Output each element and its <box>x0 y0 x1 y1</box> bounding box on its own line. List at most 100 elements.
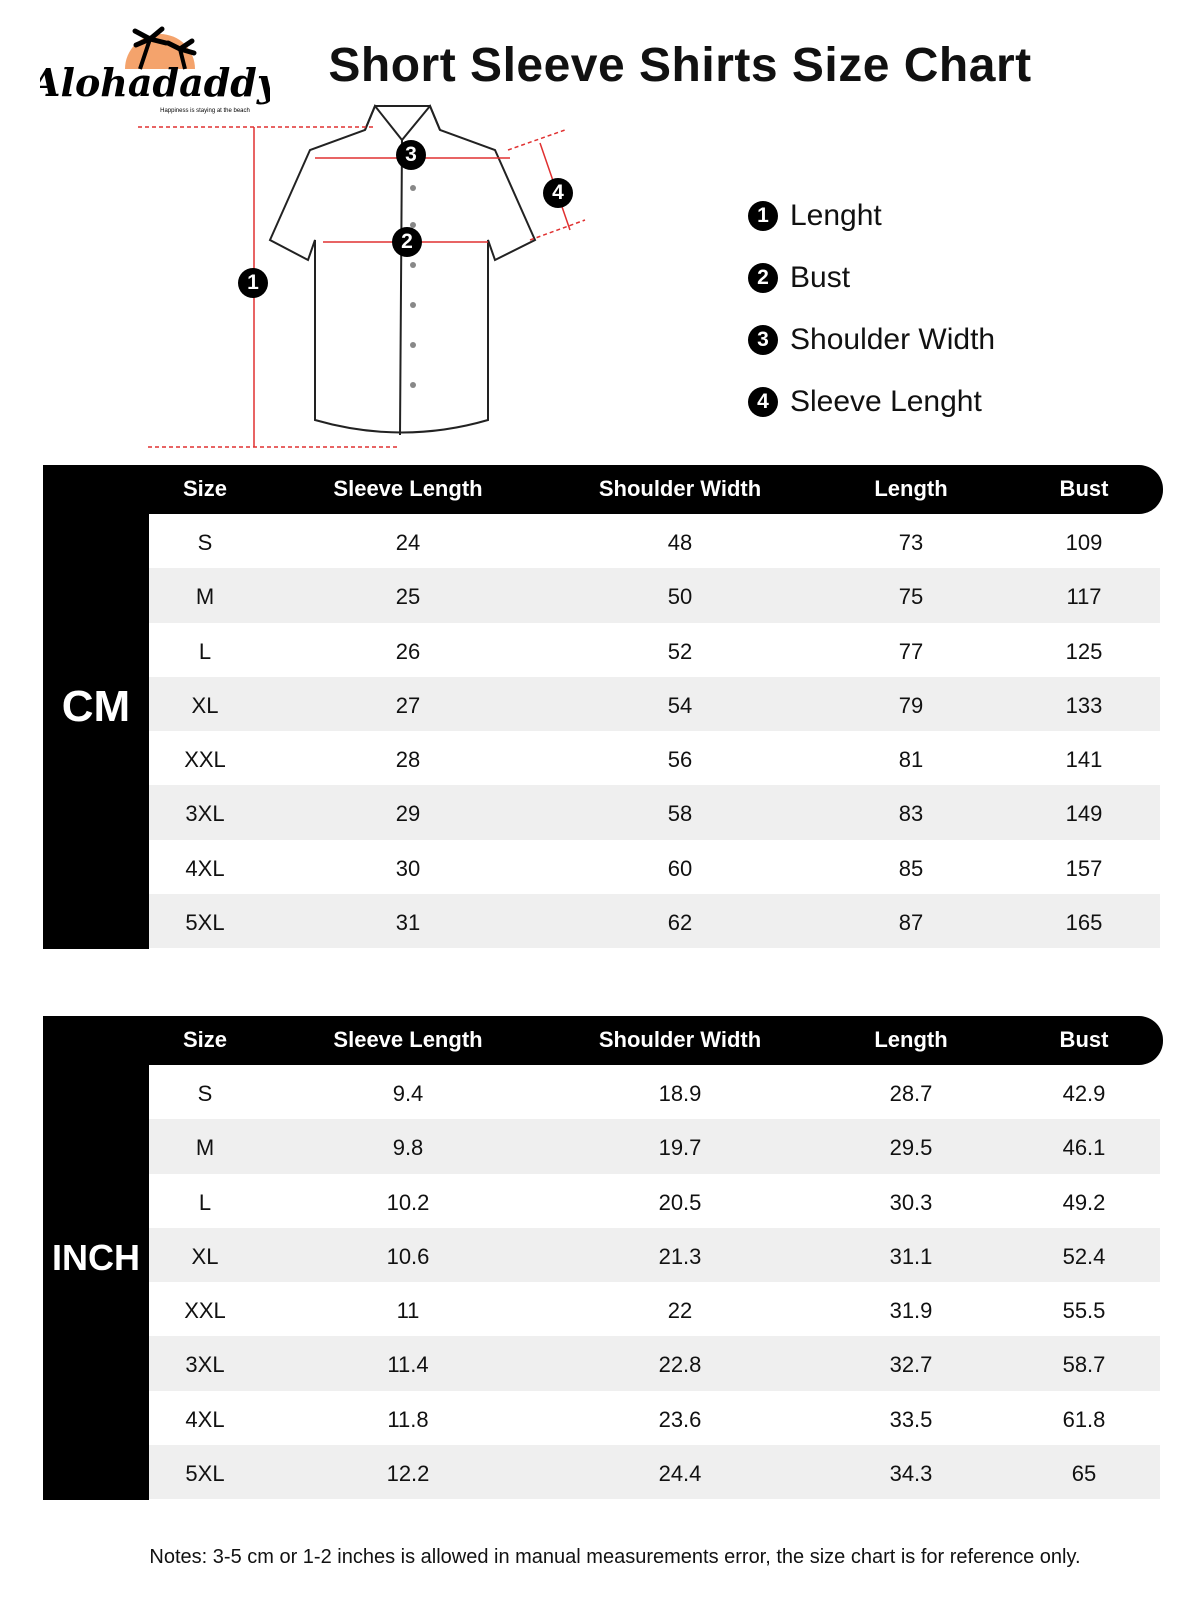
marker-bust: 2 <box>392 227 422 257</box>
table-cell: 11.4 <box>387 1352 429 1378</box>
marker-length: 1 <box>238 268 268 298</box>
table-cell: 5XL <box>185 1461 225 1487</box>
table-cell: S <box>197 1081 213 1106</box>
table-cell: 149 <box>1065 801 1103 827</box>
table-cell: 83 <box>898 801 924 827</box>
table-row: XL 27 54 79 133 <box>149 676 1160 732</box>
table-row: L 26 52 77 125 <box>149 623 1160 677</box>
table-cell: 12.2 <box>386 1461 430 1487</box>
table-cell: 31.9 <box>889 1298 933 1324</box>
table-cell: 5XL <box>185 910 225 936</box>
table-row: XXL 11 22 31.9 55.5 <box>149 1282 1160 1336</box>
table-cell: L <box>198 1189 212 1215</box>
marker-sleeve: 4 <box>543 178 573 208</box>
table-header: Size Sleeve Length Shoulder Width Length Bus… <box>43 1016 1163 1065</box>
table-row: 4XL 11.8 23.6 33.5 61.8 <box>149 1391 1160 1445</box>
table-cell: 165 <box>1065 910 1103 936</box>
legend-item: 4 Sleeve Lenght <box>748 371 995 433</box>
marker-shoulder: 3 <box>396 140 426 170</box>
table-cell: 46.1 <box>1062 1135 1106 1161</box>
table-cell: 10.2 <box>386 1189 430 1215</box>
table-cell: 22 <box>667 1298 693 1324</box>
table-cell: 21.3 <box>658 1243 702 1269</box>
table-cell: 3XL <box>185 1352 225 1378</box>
table-cell: 61.8 <box>1062 1406 1106 1432</box>
column-header: Length <box>874 476 948 501</box>
notes: Notes: 3-5 cm or 1-2 inches is allowed i… <box>149 1546 1081 1568</box>
table-cell: S <box>197 530 213 555</box>
table-cell: 55.5 <box>1062 1298 1106 1324</box>
table-cell: 56 <box>667 747 693 773</box>
table-cell: 19.7 <box>658 1135 702 1161</box>
table-cell: 58 <box>667 801 693 827</box>
column-header: Bust <box>1059 476 1109 501</box>
legend-label: Lenght <box>790 199 882 232</box>
unit-label: INCH <box>43 1016 149 1500</box>
column-header: Sleeve Length <box>333 1027 483 1052</box>
legend-label: Sleeve Lenght <box>790 385 982 418</box>
legend-item: 2 Bust <box>748 247 995 309</box>
table-cell: 31 <box>395 910 421 936</box>
table-cell: 50 <box>667 584 693 610</box>
table-cell: 48 <box>667 530 693 555</box>
table-cell: 58.7 <box>1062 1352 1106 1378</box>
table-cell: 22.8 <box>658 1352 702 1378</box>
table-cell: 11.8 <box>387 1406 429 1432</box>
table-cell: M <box>195 1135 215 1161</box>
table-cell: XXL <box>184 1298 226 1324</box>
table-cell: 18.9 <box>658 1081 702 1106</box>
table-cell: 60 <box>667 855 693 881</box>
table-cell: 79 <box>898 692 924 718</box>
table-row: M 25 50 75 117 <box>149 568 1160 623</box>
table-cell: XL <box>191 692 219 718</box>
table-cell: 29.5 <box>889 1135 933 1161</box>
brand-logo: Alohadaddy Happiness is staying at the b… <box>28 14 282 114</box>
table-cell: 31.1 <box>889 1243 933 1269</box>
table-cell: 49.2 <box>1062 1189 1106 1215</box>
table-row: S 9.4 18.9 28.7 42.9 <box>149 1065 1160 1119</box>
column-header: Sleeve Length <box>333 476 483 501</box>
table-cell: 3XL <box>185 801 225 827</box>
table-cell: 34.3 <box>889 1461 933 1487</box>
table-cell: 28 <box>395 747 421 773</box>
table-cell: 62 <box>667 910 693 936</box>
number-4-icon: 4 <box>748 387 778 417</box>
table-cell: M <box>195 584 215 610</box>
unit-label: CM <box>43 465 149 949</box>
table-row: XXL 28 56 81 141 <box>149 731 1160 785</box>
svg-text:Happiness is staying at the be: Happiness is staying at the beach <box>160 108 250 114</box>
column-header: Shoulder Width <box>598 1027 762 1052</box>
table-cell: 42.9 <box>1062 1081 1106 1106</box>
table-cell: 157 <box>1065 855 1103 881</box>
table-cell: 87 <box>898 910 924 936</box>
table-cell: 85 <box>898 855 924 881</box>
shirt-measurement-diagram: 1 2 3 4 <box>130 100 610 460</box>
table-row: M 9.8 19.7 29.5 46.1 <box>149 1119 1160 1174</box>
table-cell: 30.3 <box>889 1189 933 1215</box>
table-cell: 28.7 <box>889 1081 933 1106</box>
table-row: 4XL 30 60 85 157 <box>149 840 1160 894</box>
table-cell: XXL <box>184 747 226 773</box>
table-cell: 33.5 <box>889 1406 933 1432</box>
table-cell: 11 <box>396 1298 420 1324</box>
legend-label: Bust <box>790 261 851 294</box>
table-cell: 52 <box>667 638 693 664</box>
table-cell: 32.7 <box>889 1352 933 1378</box>
table-cell: 24.4 <box>658 1461 702 1487</box>
table-header: Size Sleeve Length Shoulder Width Length Bus… <box>43 465 1163 514</box>
table-cell: 9.4 <box>392 1081 424 1106</box>
table-cell: 117 <box>1066 584 1102 610</box>
table-cell: 52.4 <box>1062 1243 1106 1269</box>
number-1-icon: 1 <box>748 201 778 231</box>
table-row: 5XL 31 62 87 165 <box>149 894 1160 949</box>
table-cell: L <box>198 638 212 664</box>
table-cell: 73 <box>898 530 924 555</box>
table-cell: 23.6 <box>658 1406 702 1432</box>
table-cell: 4XL <box>185 1406 225 1432</box>
number-2-icon: 2 <box>748 263 778 293</box>
measurement-legend: 1 Lenght 2 Bust 3 Shoulder Width 4 Sleeve Le… <box>748 185 995 433</box>
table-cell: 29 <box>395 801 421 827</box>
table-row: XL 10.6 21.3 31.1 52.4 <box>149 1227 1160 1283</box>
table-row: S 24 48 73 109 <box>149 514 1160 568</box>
table-row: 3XL 11.4 22.8 32.7 58.7 <box>149 1336 1160 1391</box>
